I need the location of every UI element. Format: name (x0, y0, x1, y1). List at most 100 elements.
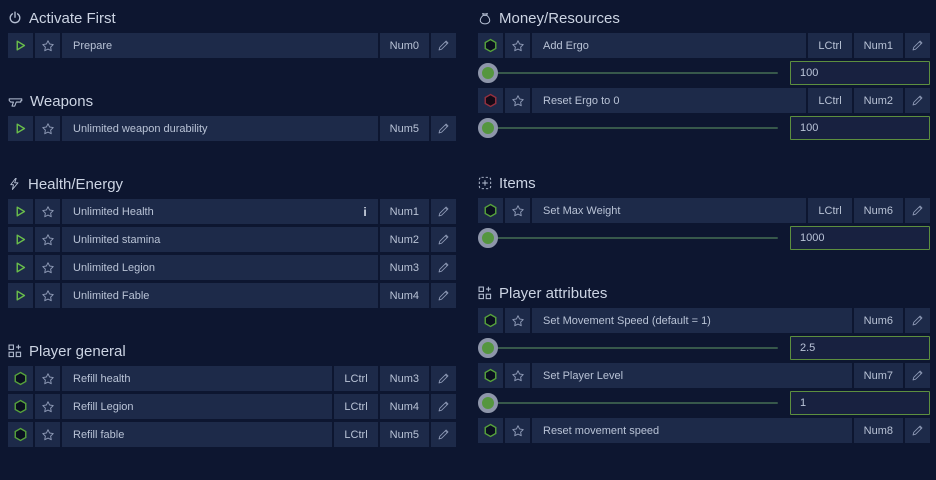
edit-hotkey-button[interactable] (431, 227, 456, 252)
favorite-button[interactable] (35, 227, 60, 252)
value-input[interactable] (790, 336, 930, 360)
value-input[interactable] (790, 116, 930, 140)
star-icon (41, 400, 54, 412)
hotkey-modifier-badge[interactable]: LCtrl (334, 394, 378, 419)
slider-track[interactable] (486, 127, 778, 129)
activate-play-button[interactable] (8, 283, 33, 308)
favorite-button[interactable] (505, 418, 530, 443)
favorite-button[interactable] (505, 198, 530, 223)
pencil-icon (438, 290, 449, 301)
slider-track[interactable] (486, 347, 778, 349)
money-bag-icon (478, 11, 492, 26)
favorite-button[interactable] (35, 283, 60, 308)
activate-toggle-button[interactable] (8, 422, 33, 447)
activate-toggle-button[interactable] (8, 366, 33, 391)
slider-thumb[interactable] (478, 393, 498, 413)
hotkey-modifier-badge[interactable]: LCtrl (808, 88, 852, 113)
edit-hotkey-button[interactable] (431, 33, 456, 58)
value-input[interactable] (790, 61, 930, 85)
edit-hotkey-button[interactable] (905, 198, 930, 223)
hotkey-modifier-badge[interactable]: LCtrl (808, 33, 852, 58)
value-slider[interactable] (478, 336, 784, 360)
value-input[interactable] (790, 226, 930, 250)
slider-thumb[interactable] (478, 118, 498, 138)
hotkey-modifier-badge[interactable]: LCtrl (334, 366, 378, 391)
hotkey-badge[interactable]: Num6 (853, 198, 903, 223)
edit-hotkey-button[interactable] (431, 199, 456, 224)
activate-play-button[interactable] (8, 116, 33, 141)
hotkey-badge[interactable]: Num4 (379, 394, 429, 419)
value-slider[interactable] (478, 226, 784, 250)
value-slider[interactable] (478, 61, 784, 85)
edit-hotkey-button[interactable] (431, 283, 456, 308)
hotkey-badge[interactable]: Num1 (853, 33, 903, 58)
edit-hotkey-button[interactable] (905, 418, 930, 443)
edit-hotkey-button[interactable] (431, 255, 456, 280)
pencil-icon (912, 95, 923, 106)
hotkey-badge[interactable]: Num3 (379, 366, 429, 391)
hotkey-badge[interactable]: Num7 (853, 363, 903, 388)
favorite-button[interactable] (35, 394, 60, 419)
hotkey-badge[interactable]: Num2 (853, 88, 903, 113)
activate-toggle-button[interactable] (478, 363, 503, 388)
favorite-button[interactable] (505, 33, 530, 58)
edit-hotkey-button[interactable] (431, 394, 456, 419)
value-slider[interactable] (478, 391, 784, 415)
activate-play-button[interactable] (8, 255, 33, 280)
activate-play-button[interactable] (8, 199, 33, 224)
favorite-button[interactable] (35, 116, 60, 141)
slider-thumb[interactable] (478, 63, 498, 83)
edit-hotkey-button[interactable] (431, 366, 456, 391)
favorite-button[interactable] (505, 308, 530, 333)
star-icon (41, 122, 54, 134)
star-icon (511, 39, 524, 51)
value-slider-row (478, 226, 930, 250)
value-slider[interactable] (478, 116, 784, 140)
hotkey-badge[interactable]: Num5 (379, 116, 429, 141)
hotkey-badge[interactable]: Num8 (853, 418, 903, 443)
favorite-button[interactable] (35, 255, 60, 280)
slider-thumb[interactable] (478, 228, 498, 248)
cheat-row: Unlimited Health i Num1 (8, 199, 456, 224)
favorite-button[interactable] (505, 363, 530, 388)
section-items: Items Set Max Weight LCtrl Num6 (478, 173, 930, 253)
hotkey-badge[interactable]: Num3 (379, 255, 429, 280)
activate-toggle-button[interactable] (478, 418, 503, 443)
favorite-button[interactable] (35, 366, 60, 391)
favorite-button[interactable] (35, 199, 60, 224)
hotkey-modifier-badge[interactable]: LCtrl (334, 422, 378, 447)
edit-hotkey-button[interactable] (905, 33, 930, 58)
activate-toggle-button[interactable] (8, 394, 33, 419)
activate-toggle-button[interactable] (478, 33, 503, 58)
edit-hotkey-button[interactable] (905, 363, 930, 388)
slider-thumb[interactable] (478, 338, 498, 358)
cheat-label: Refill Legion (73, 400, 134, 413)
activate-toggle-button[interactable] (478, 88, 503, 113)
favorite-button[interactable] (505, 88, 530, 113)
value-input[interactable] (790, 391, 930, 415)
activate-toggle-button[interactable] (478, 198, 503, 223)
activate-play-button[interactable] (8, 33, 33, 58)
info-icon[interactable]: i (363, 204, 367, 219)
favorite-button[interactable] (35, 422, 60, 447)
hotkey-badge[interactable]: Num1 (379, 199, 429, 224)
hotkey-badge[interactable]: Num6 (853, 308, 903, 333)
edit-hotkey-button[interactable] (905, 308, 930, 333)
edit-hotkey-button[interactable] (431, 116, 456, 141)
favorite-button[interactable] (35, 33, 60, 58)
hotkey-badge[interactable]: Num0 (379, 33, 429, 58)
hotkey-badge[interactable]: Num5 (379, 422, 429, 447)
activate-toggle-button[interactable] (478, 308, 503, 333)
hotkey-badge[interactable]: Num4 (379, 283, 429, 308)
section-title: Money/Resources (499, 9, 620, 27)
hotkey-badge[interactable]: Num2 (379, 227, 429, 252)
slider-track[interactable] (486, 72, 778, 74)
edit-hotkey-button[interactable] (431, 422, 456, 447)
slider-track[interactable] (486, 402, 778, 404)
slider-track[interactable] (486, 237, 778, 239)
cheat-row: Refill fable LCtrl Num5 (8, 422, 456, 447)
hotkey-modifier-badge[interactable]: LCtrl (808, 198, 852, 223)
edit-hotkey-button[interactable] (905, 88, 930, 113)
activate-play-button[interactable] (8, 227, 33, 252)
